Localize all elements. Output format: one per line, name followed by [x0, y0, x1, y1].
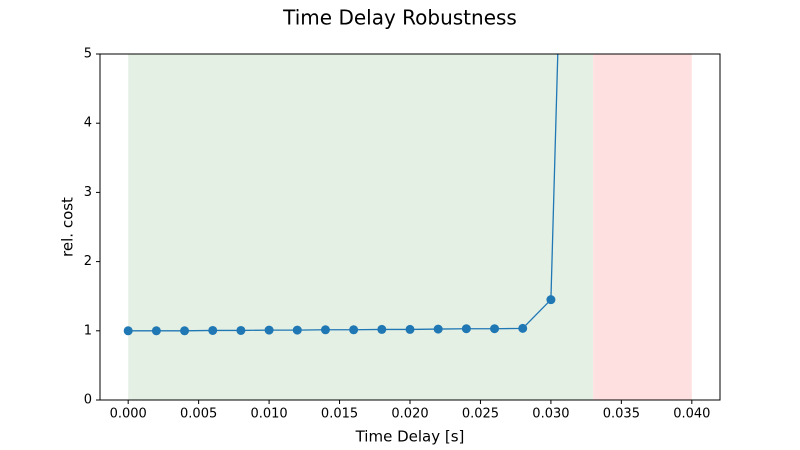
data-point [320, 325, 330, 335]
x-tick-label: 0.015 [321, 407, 358, 422]
y-tick-label: 0 [84, 393, 92, 408]
chart-title: Time Delay Robustness [282, 6, 517, 30]
data-point [349, 325, 359, 335]
y-tick-label: 2 [84, 254, 92, 269]
x-tick-label: 0.010 [250, 407, 287, 422]
data-point [123, 326, 133, 336]
data-point [461, 324, 471, 334]
data-point [264, 325, 274, 335]
data-point [405, 324, 415, 334]
y-tick-label: 1 [84, 323, 92, 338]
data-point [518, 323, 528, 333]
y-tick-label: 4 [84, 116, 92, 131]
y-tick-label: 3 [84, 185, 92, 200]
data-point [292, 325, 302, 335]
x-tick-label: 0.030 [532, 407, 569, 422]
plot-frame [99, 53, 721, 401]
y-axis-label: rel. cost [59, 197, 77, 257]
x-tick-label: 0.025 [462, 407, 499, 422]
data-point [208, 325, 218, 335]
plot-area [123, 54, 692, 400]
shaded-region [128, 54, 594, 400]
x-tick-label: 0.020 [391, 407, 428, 422]
data-point [377, 324, 387, 334]
x-tick-label: 0.005 [180, 407, 217, 422]
x-axis-label: Time Delay [s] [355, 428, 465, 446]
data-point [490, 324, 500, 334]
data-point [180, 326, 190, 336]
data-point [433, 324, 443, 334]
data-point [546, 295, 556, 305]
x-tick-label: 0.035 [603, 407, 640, 422]
data-point [151, 326, 161, 336]
y-tick-label: 5 [84, 47, 92, 62]
x-tick-label: 0.040 [673, 407, 710, 422]
data-point [236, 325, 246, 335]
shaded-region [593, 54, 692, 400]
x-tick-label: 0.000 [110, 407, 147, 422]
